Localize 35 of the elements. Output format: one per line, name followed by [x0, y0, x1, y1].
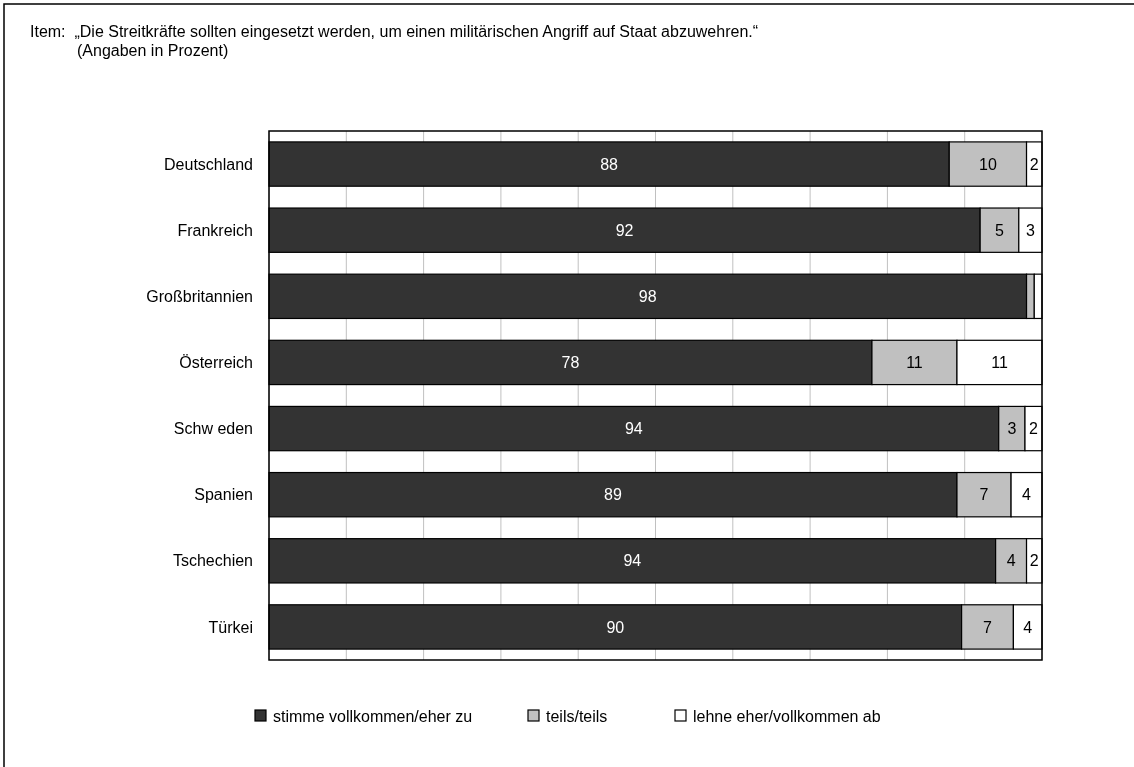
data-label: 7	[983, 618, 993, 636]
legend-label: lehne eher/vollkommen ab	[693, 707, 881, 725]
data-label: 4	[1006, 552, 1016, 570]
y-tick-label: Tschechien	[172, 552, 253, 570]
data-label: 4	[1022, 486, 1032, 504]
data-label: 11	[906, 354, 923, 372]
y-tick-label: Türkei	[208, 618, 253, 636]
y-tick-label: Spanien	[194, 486, 253, 504]
data-label: 3	[1025, 221, 1035, 239]
data-label: 94	[623, 552, 642, 570]
data-label: 10	[978, 155, 997, 173]
chart-title: Item: „Die Streitkräfte sollten eingesetzt werden, um einen militärischen Angriff auf Staat abzuwehren.“	[30, 23, 759, 40]
data-label: 2	[1029, 420, 1039, 438]
data-label: 2	[1029, 155, 1039, 173]
y-tick-label: Österreich	[179, 354, 253, 372]
y-tick-label: Schw eden	[173, 420, 253, 438]
data-label: 98	[638, 287, 657, 305]
legend-label: teils/teils	[546, 707, 608, 725]
data-label: 7	[979, 486, 989, 504]
y-tick-label: Großbritannien	[146, 287, 253, 305]
data-label: 89	[604, 486, 622, 504]
data-label: 78	[561, 354, 580, 372]
data-label: 2	[1029, 552, 1039, 570]
chart-subtitle: (Angaben in Prozent)	[77, 42, 229, 59]
data-label: 4	[1023, 618, 1033, 636]
y-tick-label: Deutschland	[164, 155, 253, 173]
y-tick-label: Frankreich	[177, 221, 253, 239]
data-label: 5	[995, 221, 1005, 239]
data-label: 94	[624, 420, 643, 438]
data-label: 90	[606, 618, 625, 636]
data-label: 11	[991, 354, 1008, 372]
data-label: 92	[615, 221, 634, 239]
legend-label: stimme vollkommen/eher zu	[273, 707, 473, 725]
data-label: 88	[600, 155, 619, 173]
data-label: 3	[1007, 420, 1017, 438]
